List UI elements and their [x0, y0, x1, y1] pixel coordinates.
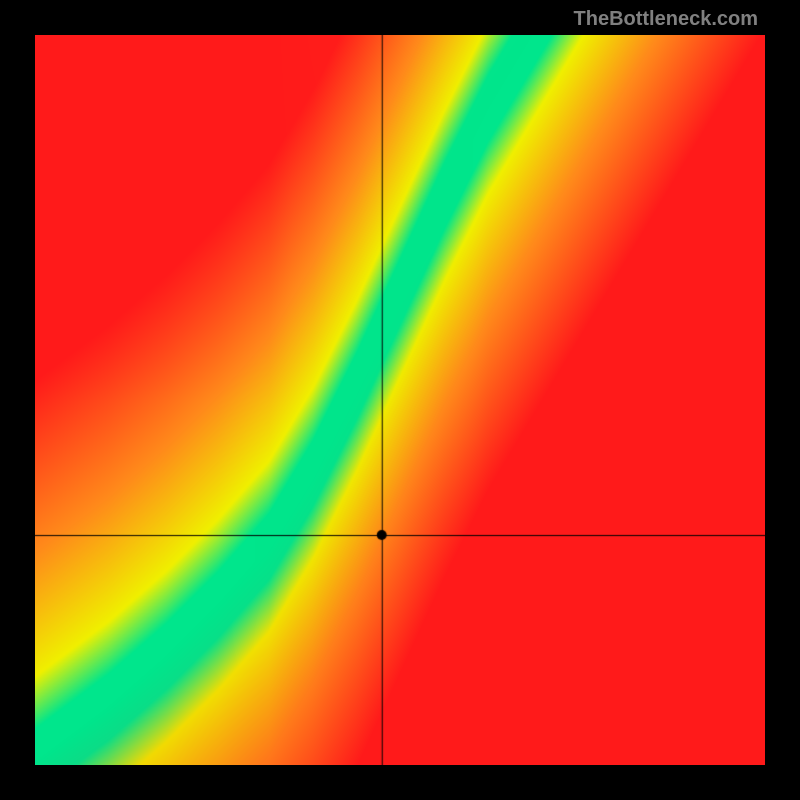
watermark-text: TheBottleneck.com	[574, 8, 758, 31]
bottleneck-heatmap	[35, 35, 765, 765]
crosshair-overlay	[35, 35, 765, 765]
